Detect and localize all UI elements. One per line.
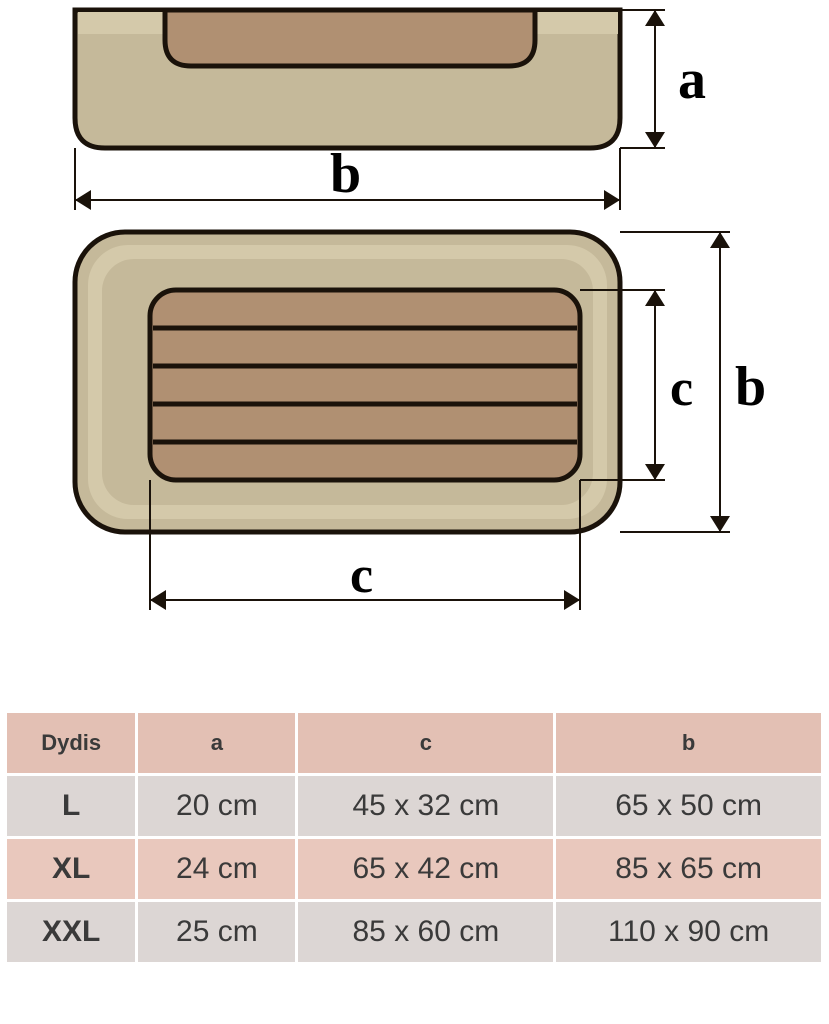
dim-label-c-h: c [350, 547, 373, 604]
col-header-size: Dydis [6, 712, 137, 775]
side-view: a b [75, 10, 706, 210]
dim-label-b-top: b [735, 356, 766, 418]
cell-size: XL [6, 838, 137, 901]
size-table: Dydisacb L20 cm45 x 32 cm65 x 50 cmXL24 … [4, 710, 824, 965]
table-row: XXL25 cm85 x 60 cm110 x 90 cm [6, 901, 823, 964]
side-inset [165, 10, 535, 66]
cell-a: 25 cm [137, 901, 297, 964]
col-header-b: b [555, 712, 823, 775]
dim-label-b-side: b [330, 143, 361, 205]
cell-c: 45 x 32 cm [297, 775, 555, 838]
cell-a: 24 cm [137, 838, 297, 901]
table-header-row: Dydisacb [6, 712, 823, 775]
cell-size: XXL [6, 901, 137, 964]
cell-b: 110 x 90 cm [555, 901, 823, 964]
col-header-c: c [297, 712, 555, 775]
cell-b: 85 x 65 cm [555, 838, 823, 901]
dim-label-c-v: c [670, 360, 693, 417]
dimension-diagram: a b b c c [0, 0, 829, 700]
top-view: b c c [75, 232, 766, 610]
cell-a: 20 cm [137, 775, 297, 838]
cell-c: 65 x 42 cm [297, 838, 555, 901]
cell-size: L [6, 775, 137, 838]
top-inner [150, 290, 580, 480]
table-row: L20 cm45 x 32 cm65 x 50 cm [6, 775, 823, 838]
cell-b: 65 x 50 cm [555, 775, 823, 838]
cell-c: 85 x 60 cm [297, 901, 555, 964]
dim-label-a: a [678, 49, 706, 111]
table-row: XL24 cm65 x 42 cm85 x 65 cm [6, 838, 823, 901]
col-header-a: a [137, 712, 297, 775]
